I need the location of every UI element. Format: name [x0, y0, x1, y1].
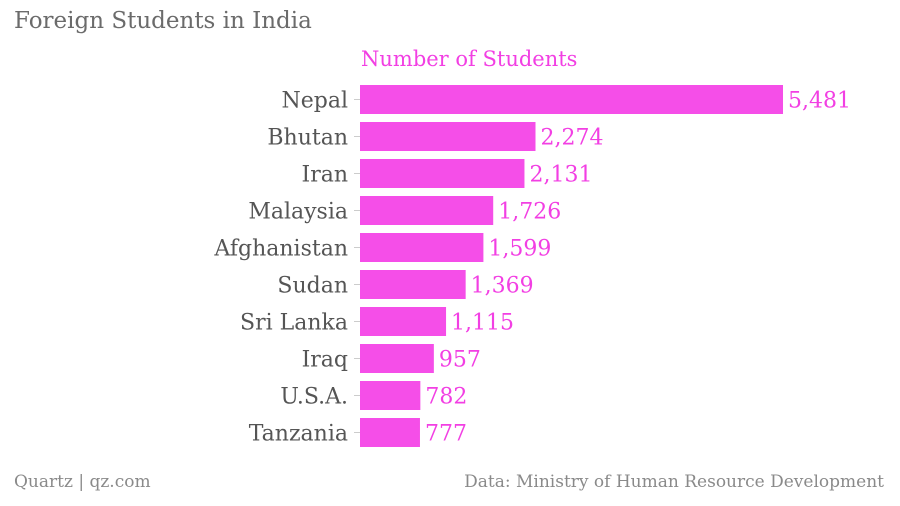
- bar-u-s-a: [360, 381, 421, 410]
- footer-source: Data: Ministry of Human Resource Develop…: [464, 472, 884, 492]
- value-label: 957: [439, 348, 481, 373]
- category-label: Sri Lanka: [240, 311, 348, 336]
- category-label: Malaysia: [248, 200, 348, 225]
- bar-nepal: [360, 85, 783, 114]
- bar-malaysia: [360, 196, 494, 225]
- value-label: 782: [425, 385, 467, 410]
- category-label: Iraq: [302, 348, 348, 373]
- value-label: 777: [425, 422, 467, 447]
- value-label: 2,131: [529, 163, 592, 188]
- value-label: 5,481: [788, 89, 851, 114]
- value-label: 2,274: [540, 126, 603, 151]
- category-label: U.S.A.: [280, 385, 348, 410]
- bar-sri-lanka: [360, 307, 447, 336]
- value-label: 1,369: [471, 274, 534, 299]
- bar-iraq: [360, 344, 434, 373]
- category-label: Sudan: [277, 274, 348, 299]
- bar-iran: [360, 159, 525, 188]
- category-label: Bhutan: [267, 126, 348, 151]
- bar-bhutan: [360, 122, 536, 151]
- bar-afghanistan: [360, 233, 484, 262]
- category-label: Iran: [302, 163, 349, 188]
- category-label: Afghanistan: [213, 237, 348, 262]
- category-label: Nepal: [281, 89, 348, 114]
- bar-tanzania: [360, 418, 420, 447]
- bar-sudan: [360, 270, 466, 299]
- series-label: Number of Students: [361, 47, 578, 71]
- value-label: 1,115: [451, 311, 514, 336]
- value-label: 1,599: [488, 237, 551, 262]
- footer-credit: Quartz | qz.com: [14, 472, 151, 492]
- category-label: Tanzania: [249, 422, 348, 447]
- chart-title: Foreign Students in India: [14, 8, 312, 34]
- value-label: 1,726: [498, 200, 561, 225]
